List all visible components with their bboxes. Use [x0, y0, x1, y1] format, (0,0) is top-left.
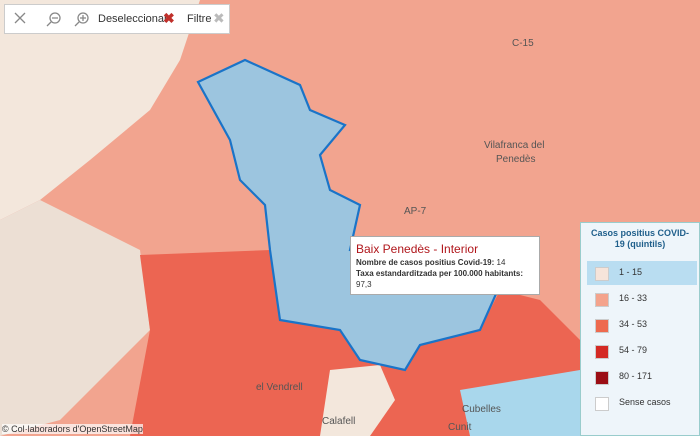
- legend-item[interactable]: 34 - 53: [587, 313, 697, 337]
- legend-item[interactable]: 80 - 171: [587, 365, 697, 389]
- tooltip-label: Nombre de casos positius Covid-19:: [356, 258, 495, 267]
- tooltip-value: 97,3: [356, 280, 372, 289]
- tooltip-line: Nombre de casos positius Covid-19: 14: [356, 257, 534, 268]
- attribution: © Col·laboradors d'OpenStreetMap: [2, 424, 143, 434]
- legend-label: Sense casos: [619, 397, 671, 407]
- map-label: el Vendrell: [256, 382, 303, 393]
- land: [0, 0, 200, 220]
- tooltip-value: 14: [496, 258, 506, 267]
- sea: [460, 370, 580, 436]
- filter-button[interactable]: Filtre: [187, 13, 212, 25]
- legend-swatch: [595, 397, 609, 411]
- legend-title: Casos positius COVID-19 (quintils): [590, 228, 689, 249]
- legend-item[interactable]: 54 - 79: [587, 339, 697, 363]
- map-label: Cunit: [448, 422, 472, 433]
- legend-swatch: [595, 267, 609, 281]
- legend-item[interactable]: 1 - 15: [587, 261, 697, 285]
- legend-label: 1 - 15: [619, 267, 643, 277]
- tooltip-line: Taxa estandarditzada per 100.000 habitan…: [356, 268, 534, 290]
- legend-label: 54 - 79: [619, 345, 648, 355]
- legend-label: 34 - 53: [619, 319, 648, 329]
- filter-icon[interactable]: ✖: [213, 10, 225, 26]
- map-label: Vilafranca del: [484, 140, 544, 151]
- legend-swatch: [595, 293, 609, 307]
- land: [0, 200, 150, 436]
- legend-label: 80 - 171: [619, 371, 653, 381]
- legend-label: 16 - 33: [619, 293, 648, 303]
- map-label: C-15: [512, 38, 534, 49]
- legend-item[interactable]: Sense casos: [587, 391, 697, 415]
- tooltip-label: Taxa estandarditzada per 100.000 habitan…: [356, 269, 524, 278]
- legend: Casos positius COVID-19 (quintils) 1 - 1…: [580, 222, 700, 436]
- toolbar: Deseleccionar ✖ Filtre ✖: [4, 4, 230, 34]
- land: [320, 365, 395, 436]
- legend-swatch: [595, 319, 609, 333]
- map-label: Calafell: [322, 416, 355, 427]
- tooltip: Baix Penedès - Interior Nombre de casos …: [350, 236, 540, 295]
- legend-swatch: [595, 371, 609, 385]
- map-label: Penedès: [496, 154, 535, 165]
- deselect-button[interactable]: Deseleccionar: [98, 13, 168, 25]
- map-label: AP-7: [404, 206, 427, 217]
- map-label: Cubelles: [462, 404, 501, 415]
- zoom-icons: [14, 12, 89, 27]
- deselect-icon[interactable]: ✖: [163, 10, 175, 26]
- tooltip-title: Baix Penedès - Interior: [356, 242, 479, 256]
- legend-item[interactable]: 16 - 33: [587, 287, 697, 311]
- legend-swatch: [595, 345, 609, 359]
